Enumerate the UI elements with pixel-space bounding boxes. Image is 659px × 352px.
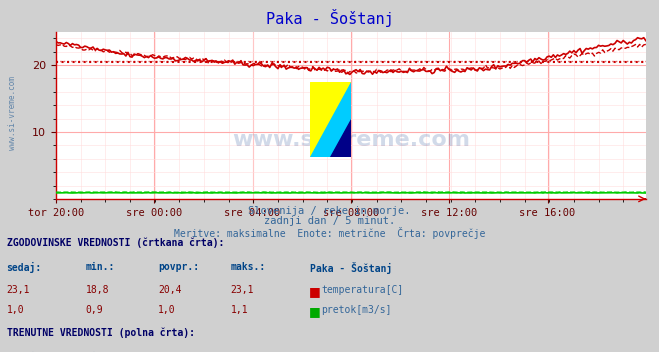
Text: ■: ■ [308,285,320,298]
Text: sedaj:: sedaj: [7,262,42,272]
Text: 23,1: 23,1 [7,285,30,295]
Polygon shape [310,82,351,157]
Polygon shape [310,82,351,157]
Text: maks.:: maks.: [231,262,266,271]
Text: Meritve: maksimalne  Enote: metrične  Črta: povprečje: Meritve: maksimalne Enote: metrične Črta… [174,227,485,239]
Text: ■: ■ [308,305,320,318]
Text: 1,1: 1,1 [231,305,248,315]
Text: Paka - Šoštanj: Paka - Šoštanj [266,9,393,27]
Text: 1,0: 1,0 [7,305,24,315]
Text: temperatura[C]: temperatura[C] [322,285,404,295]
Text: ZGODOVINSKE VREDNOSTI (črtkana črta):: ZGODOVINSKE VREDNOSTI (črtkana črta): [7,238,224,248]
Polygon shape [330,119,351,157]
Text: povpr.:: povpr.: [158,262,199,271]
Text: 18,8: 18,8 [86,285,109,295]
Text: www.si-vreme.com: www.si-vreme.com [232,130,470,150]
Text: zadnji dan / 5 minut.: zadnji dan / 5 minut. [264,216,395,226]
Text: 0,9: 0,9 [86,305,103,315]
Text: 1,0: 1,0 [158,305,176,315]
Text: 23,1: 23,1 [231,285,254,295]
Text: min.:: min.: [86,262,115,271]
Text: 20,4: 20,4 [158,285,182,295]
Text: TRENUTNE VREDNOSTI (polna črta):: TRENUTNE VREDNOSTI (polna črta): [7,328,194,338]
Text: Paka - Šoštanj: Paka - Šoštanj [310,262,392,274]
Text: www.si-vreme.com: www.si-vreme.com [8,76,17,150]
Text: pretok[m3/s]: pretok[m3/s] [322,305,392,315]
Text: Slovenija / reke in morje.: Slovenija / reke in morje. [248,206,411,216]
